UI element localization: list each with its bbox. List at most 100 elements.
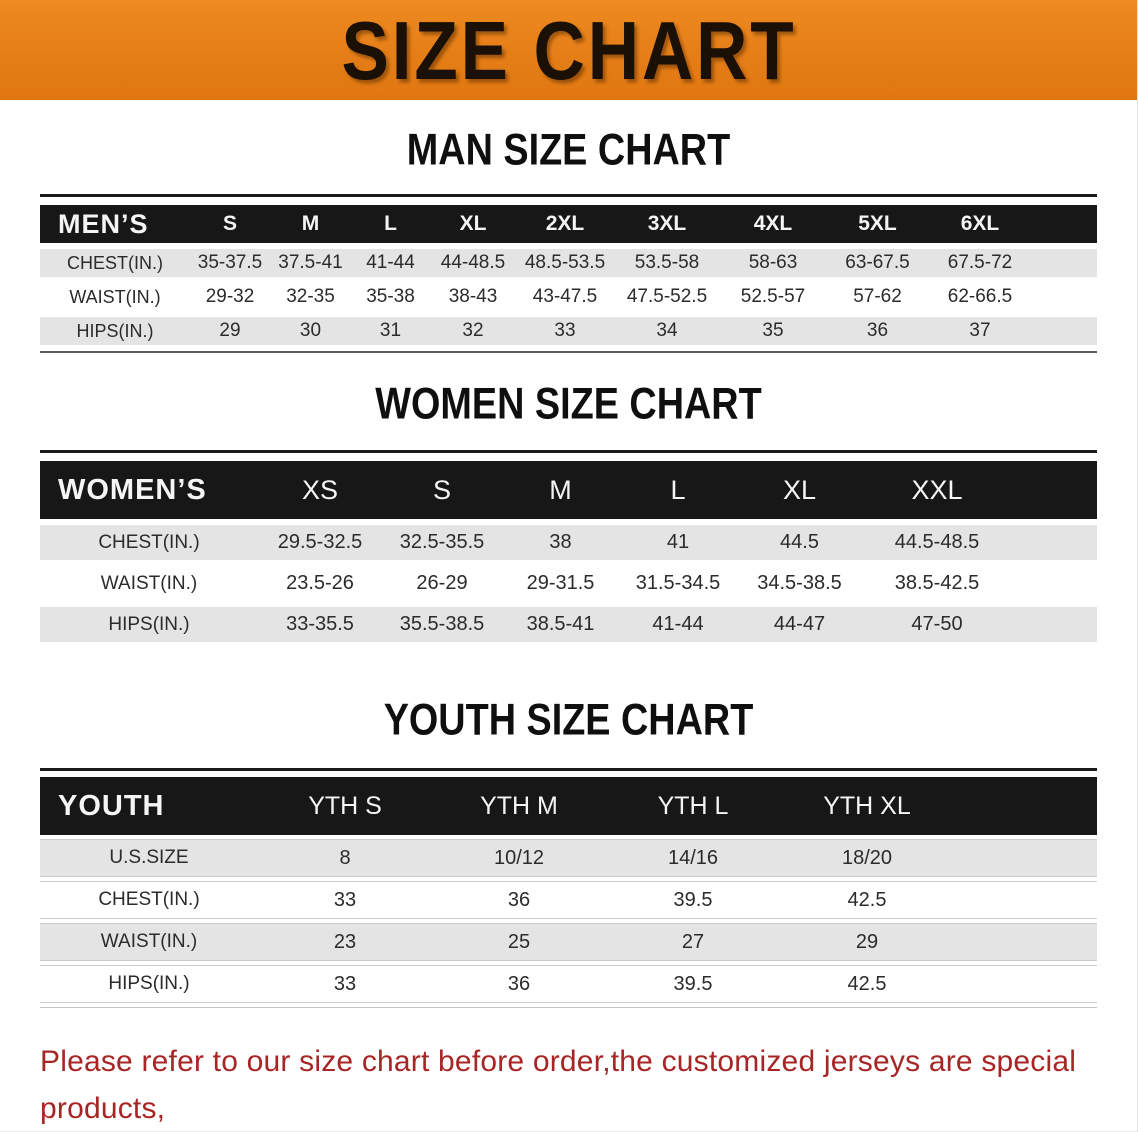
size-column-header: M	[502, 461, 619, 519]
size-column-header: M	[270, 205, 351, 243]
row-label-cell: WAIST(IN.)	[40, 923, 258, 961]
size-column-header: 2XL	[516, 205, 614, 243]
men-section-heading: MAN SIZE CHART	[406, 124, 731, 175]
measurement-value-cell: 10/12	[432, 839, 606, 877]
measurement-value-cell: 34	[614, 317, 720, 345]
row-label-cell: HIPS(IN.)	[40, 965, 258, 1003]
measurement-value-cell: 25	[432, 923, 606, 961]
measurement-value-cell: 48.5-53.5	[516, 249, 614, 277]
youth-section-heading: YOUTH SIZE CHART	[383, 694, 754, 745]
header-spacer-cell	[1031, 205, 1097, 243]
measurement-row: CHEST(IN.) 33 36 39.5 42.5	[40, 881, 1097, 919]
row-spacer-cell	[1012, 525, 1097, 560]
measurement-value-cell: 58-63	[720, 249, 826, 277]
measurement-value-cell: 44.5	[737, 525, 862, 560]
measurement-value-cell: 30	[270, 317, 351, 345]
table-header-row: MEN’S S M L XL 2XL 3XL 4XL 5XL 6XL	[40, 205, 1097, 243]
measurement-value-cell: 35-37.5	[190, 249, 270, 277]
measurement-value-cell: 38-43	[430, 283, 516, 311]
row-spacer-cell	[1012, 566, 1097, 601]
measurement-value-cell: 44-47	[737, 607, 862, 642]
table-header-row: YOUTH YTH S YTH M YTH L YTH XL	[40, 777, 1097, 835]
measurement-value-cell: 31	[351, 317, 430, 345]
measurement-value-cell: 42.5	[780, 881, 954, 919]
women-section-heading: WOMEN SIZE CHART	[375, 378, 762, 429]
row-spacer-cell	[954, 923, 1097, 961]
table-header-row: WOMEN’S XS S M L XL XXL	[40, 461, 1097, 519]
row-spacer-cell	[954, 881, 1097, 919]
row-spacer-cell	[1012, 607, 1097, 642]
section-youth: YOUTH SIZE CHART YOUTH YTH S YTH M YTH L YTH…	[0, 694, 1137, 1008]
measurement-value-cell: 29	[780, 923, 954, 961]
disclaimer-line-1: Please refer to our size chart before or…	[40, 1045, 1077, 1125]
row-label-cell: CHEST(IN.)	[40, 525, 258, 560]
measurement-value-cell: 38	[502, 525, 619, 560]
measurement-value-cell: 37.5-41	[270, 249, 351, 277]
measurement-value-cell: 23	[258, 923, 432, 961]
measurement-value-cell: 41-44	[619, 607, 737, 642]
measurement-row: HIPS(IN.) 33-35.5 35.5-38.5 38.5-41 41-44 44-…	[40, 607, 1097, 642]
size-column-header: YTH S	[258, 777, 432, 835]
size-column-header: S	[382, 461, 502, 519]
disclaimer-text: Please refer to our size chart before or…	[40, 1038, 1099, 1131]
table-title-cell: MEN’S	[40, 205, 190, 243]
women-size-table: WOMEN’S XS S M L XL XXL CHEST(IN.) 29.5-32.5 32.5…	[40, 450, 1097, 648]
size-column-header: XL	[737, 461, 862, 519]
measurement-value-cell: 62-66.5	[929, 283, 1031, 311]
row-label-cell: WAIST(IN.)	[40, 283, 190, 311]
section-women: WOMEN SIZE CHART WOMEN’S XS S M L XL XXL CHEST(…	[0, 378, 1137, 648]
measurement-value-cell: 32-35	[270, 283, 351, 311]
measurement-value-cell: 43-47.5	[516, 283, 614, 311]
measurement-value-cell: 23.5-26	[258, 566, 382, 601]
measurement-value-cell: 35	[720, 317, 826, 345]
row-label-cell: WAIST(IN.)	[40, 566, 258, 601]
measurement-value-cell: 47.5-52.5	[614, 283, 720, 311]
measurement-value-cell: 33	[258, 881, 432, 919]
size-column-header: 3XL	[614, 205, 720, 243]
size-column-header: XL	[430, 205, 516, 243]
measurement-value-cell: 29	[190, 317, 270, 345]
measurement-value-cell: 53.5-58	[614, 249, 720, 277]
measurement-value-cell: 14/16	[606, 839, 780, 877]
size-column-header: XS	[258, 461, 382, 519]
measurement-value-cell: 36	[432, 965, 606, 1003]
header-spacer-cell	[954, 777, 1097, 835]
measurement-row: WAIST(IN.) 23 25 27 29	[40, 923, 1097, 961]
table-title-cell: YOUTH	[40, 777, 258, 835]
measurement-value-cell: 36	[826, 317, 929, 345]
row-label-cell: CHEST(IN.)	[40, 249, 190, 277]
row-spacer-cell	[954, 839, 1097, 877]
table-title-cell: WOMEN’S	[40, 461, 258, 519]
row-label-cell: HIPS(IN.)	[40, 607, 258, 642]
measurement-value-cell: 33-35.5	[258, 607, 382, 642]
measurement-value-cell: 36	[432, 881, 606, 919]
size-column-header: XXL	[862, 461, 1012, 519]
measurement-value-cell: 44-48.5	[430, 249, 516, 277]
size-column-header: L	[619, 461, 737, 519]
measurement-value-cell: 47-50	[862, 607, 1012, 642]
size-table: MEN’S S M L XL 2XL 3XL 4XL 5XL 6XL CHEST(IN.) 35-37…	[40, 199, 1097, 351]
row-label-cell: U.S.SIZE	[40, 839, 258, 877]
size-column-header: YTH M	[432, 777, 606, 835]
measurement-value-cell: 35-38	[351, 283, 430, 311]
row-spacer-cell	[1031, 317, 1097, 345]
measurement-row: WAIST(IN.) 29-32 32-35 35-38 38-43 43-47.5 47.…	[40, 283, 1097, 311]
measurement-row: U.S.SIZE 8 10/12 14/16 18/20	[40, 839, 1097, 877]
row-spacer-cell	[954, 965, 1097, 1003]
measurement-value-cell: 35.5-38.5	[382, 607, 502, 642]
measurement-value-cell: 38.5-42.5	[862, 566, 1012, 601]
measurement-value-cell: 38.5-41	[502, 607, 619, 642]
size-column-header: 6XL	[929, 205, 1031, 243]
youth-size-table: YOUTH YTH S YTH M YTH L YTH XL U.S.SIZE 8 10/12…	[40, 768, 1097, 1008]
measurement-row: WAIST(IN.) 23.5-26 26-29 29-31.5 31.5-34.5 34…	[40, 566, 1097, 601]
men-size-table: MEN’S S M L XL 2XL 3XL 4XL 5XL 6XL CHEST(IN.) 35-37…	[40, 194, 1097, 353]
measurement-value-cell: 41-44	[351, 249, 430, 277]
measurement-value-cell: 33	[516, 317, 614, 345]
measurement-value-cell: 34.5-38.5	[737, 566, 862, 601]
header-spacer-cell	[1012, 461, 1097, 519]
measurement-value-cell: 29-32	[190, 283, 270, 311]
row-label-cell: HIPS(IN.)	[40, 317, 190, 345]
measurement-value-cell: 44.5-48.5	[862, 525, 1012, 560]
measurement-value-cell: 32.5-35.5	[382, 525, 502, 560]
